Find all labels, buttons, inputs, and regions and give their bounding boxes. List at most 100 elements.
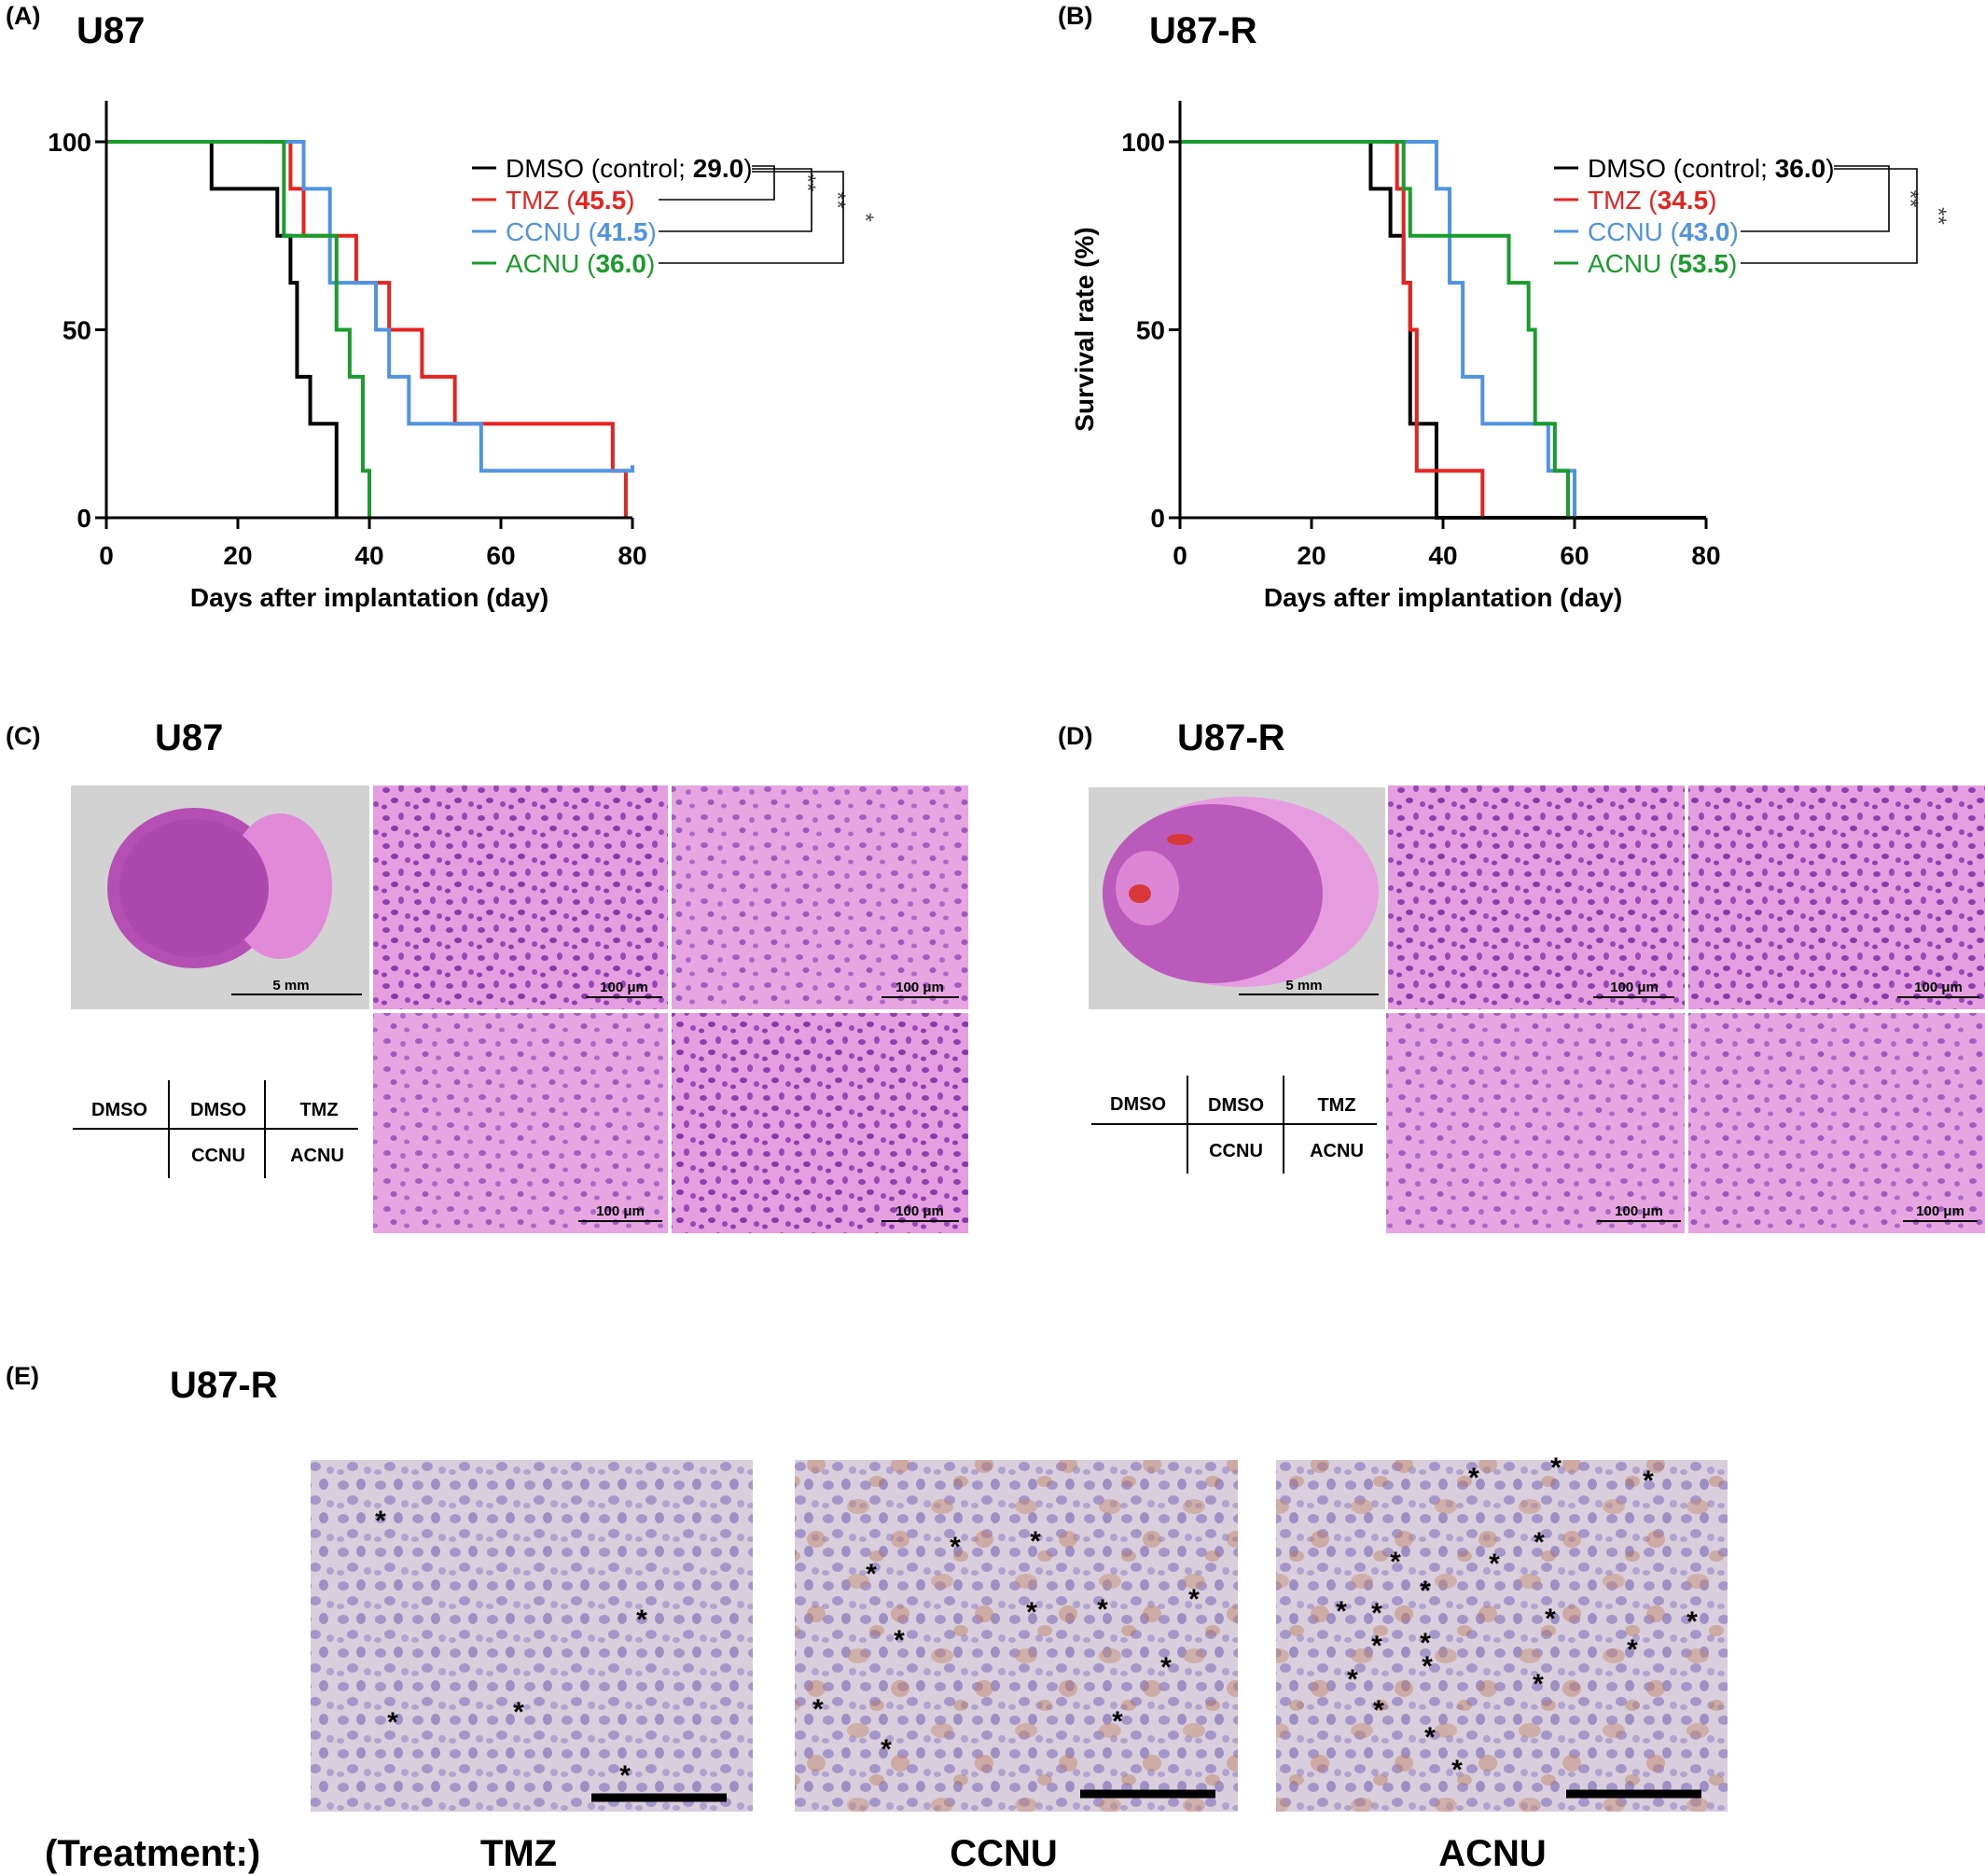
whole-brain-section-c: 5 mm [71, 785, 369, 1009]
ihc-image-acnu: * * *** *** ******** **** [1276, 1452, 1728, 1812]
x-tick-label: 80 [1691, 541, 1720, 570]
ihc-marker-asterisk: * [812, 1694, 824, 1725]
chart-a-ticks: 0 20 40 60 80 0 50 100 [48, 128, 646, 570]
ihc-marker-asterisk: * [375, 1506, 386, 1536]
chart-a-significance: ***** [659, 165, 878, 264]
ihc-marker-asterisk: * [1026, 1597, 1037, 1628]
legend-entry: DMSO (control; 36.0) [1588, 154, 1835, 183]
ihc-marker-asterisk: * [1534, 1527, 1545, 1558]
table-cell: ACNU [290, 1146, 344, 1166]
ihc-marker-asterisk: * [1420, 1628, 1431, 1659]
ihc-marker-asterisk: * [1160, 1652, 1172, 1683]
survival-chart-a: 0 20 40 60 80 0 50 100 Days after implantation … [48, 101, 878, 612]
legend-entry: ACNU (53.5) [1588, 249, 1737, 278]
ihc-marker-asterisk: * [1420, 1576, 1431, 1606]
table-cell: CCNU [191, 1146, 245, 1166]
x-tick-label: 60 [1560, 541, 1589, 570]
ihc-marker-asterisk: * [1687, 1606, 1698, 1637]
scale-label-5mm: 5 mm [1285, 978, 1322, 994]
he-image-d-dmso: 100 μm [1388, 785, 1685, 1009]
legend-entry: ACNU (36.0) [506, 249, 655, 278]
ihc-marker-asterisk: * [1097, 1594, 1108, 1625]
x-tick-label: 80 [618, 541, 646, 570]
y-tick-label: 50 [1136, 316, 1165, 345]
significance-marker: ** [1925, 207, 1950, 225]
treatment-label: (Treatment:) [45, 1833, 260, 1874]
scale-label-100um: 100 μm [600, 980, 648, 995]
ihc-marker-asterisk: * [1112, 1706, 1123, 1737]
scale-label-100um: 100 μm [895, 1203, 944, 1219]
ihc-marker-asterisk: * [387, 1707, 398, 1738]
x-tick-label: 60 [486, 541, 515, 570]
ihc-marker-asterisk: * [1030, 1526, 1041, 1557]
ihc-marker-asterisk: * [1627, 1634, 1638, 1665]
panel-c-histology: 5 mm 100 μm 100 μm 100 μm 100 μm DMSO [71, 785, 968, 1233]
legend-entry: CCNU (41.5) [506, 217, 657, 246]
significance-bracket [1741, 168, 1918, 264]
significance-marker: ** [795, 174, 820, 192]
table-cell: DMSO [190, 1100, 246, 1120]
chart-b-ylabel: Survival rate (%) [1070, 227, 1099, 431]
significance-bracket [1741, 165, 1890, 232]
treatment-ccnu: CCNU [950, 1833, 1058, 1874]
ihc-markers-tmz: * * * * * [375, 1506, 647, 1791]
scale-label-100um: 100 μm [1615, 1203, 1663, 1219]
chart-b-significance: **** [1741, 165, 1950, 264]
table-cell: DMSO [91, 1100, 147, 1120]
y-tick-label: 50 [62, 316, 91, 345]
panel-d-title: U87-R [1177, 717, 1285, 758]
he-image-c-tmz: 100 μm [672, 785, 968, 1009]
chart-a-legend: DMSO (control; 29.0) TMZ (45.5)CCNU (41.5… [472, 154, 753, 278]
ihc-marker-asterisk: * [1188, 1584, 1200, 1615]
he-image-d-ccnu: 100 μm [1386, 1013, 1685, 1233]
chart-a-series [106, 140, 634, 518]
panel-a-title: U87 [76, 10, 145, 51]
series-line-acnu [1180, 140, 1575, 520]
y-tick-label: 0 [1150, 504, 1165, 533]
panel-b-label: (B) [1058, 2, 1092, 30]
y-tick-label: 100 [1121, 128, 1165, 157]
panel-c-label: (C) [6, 722, 40, 750]
panel-d-histology: 5 mm 100 μm 100 μm 100 μm 100 μm DMSO [1089, 785, 1985, 1233]
ihc-marker-asterisk: * [1643, 1466, 1654, 1496]
scale-label-100um: 100 μm [1610, 980, 1659, 995]
ihc-marker-asterisk: * [1550, 1452, 1562, 1483]
significance-bracket [659, 165, 775, 201]
ihc-marker-asterisk: * [881, 1734, 892, 1765]
legend-entry: DMSO (control; 29.0) [506, 154, 753, 183]
panel-e-title: U87-R [170, 1365, 278, 1406]
scale-label-5mm: 5 mm [272, 978, 309, 994]
ihc-marker-asterisk: * [1424, 1722, 1436, 1753]
table-cell: DMSO [1208, 1095, 1264, 1116]
ihc-image-tmz: * * * * * [311, 1460, 753, 1812]
he-image-d-acnu: 100 μm [1688, 1013, 1985, 1233]
scale-label-100um: 100 μm [1916, 1203, 1964, 1219]
treatment-tmz: TMZ [480, 1833, 557, 1874]
table-cell: TMZ [1317, 1095, 1355, 1116]
ihc-marker-asterisk: * [619, 1760, 631, 1791]
table-cell: TMZ [299, 1100, 338, 1120]
panel-d-label: (D) [1058, 722, 1092, 750]
ihc-marker-asterisk: * [950, 1532, 961, 1563]
ihc-marker-asterisk: * [513, 1697, 524, 1728]
legend-entry: TMZ (45.5) [506, 186, 634, 215]
ihc-marker-asterisk: * [1390, 1547, 1401, 1577]
panel-a-label: (A) [6, 2, 40, 30]
panel-b-title: U87-R [1149, 10, 1257, 51]
significance-marker: ** [825, 191, 850, 209]
he-image-c-ccnu: 100 μm [373, 1013, 668, 1233]
ihc-markers-ccnu: * * * * * * * * * * * [812, 1526, 1200, 1765]
x-tick-label: 40 [354, 541, 383, 570]
ihc-markers-acnu: * * *** *** ******** **** [1336, 1452, 1698, 1786]
table-cell: CCNU [1209, 1141, 1263, 1161]
whole-brain-section-d: 5 mm [1089, 787, 1385, 1009]
survival-chart-b: 0 20 40 60 80 0 50 100 Days after implantation … [1070, 101, 1950, 612]
panel-e-ihc: ** *** *** ** * ***** * * *** *** ******** **** (… [45, 1452, 1728, 1874]
layout-table-c: DMSO DMSO TMZ CCNU ACNU [73, 1080, 358, 1178]
ihc-image-ccnu: * * * * * * * * * * * [795, 1460, 1238, 1812]
table-cell: DMSO [1110, 1094, 1166, 1115]
significance-bracket [659, 171, 844, 264]
ihc-marker-asterisk: * [894, 1625, 905, 1656]
ihc-marker-asterisk: * [1468, 1463, 1479, 1494]
